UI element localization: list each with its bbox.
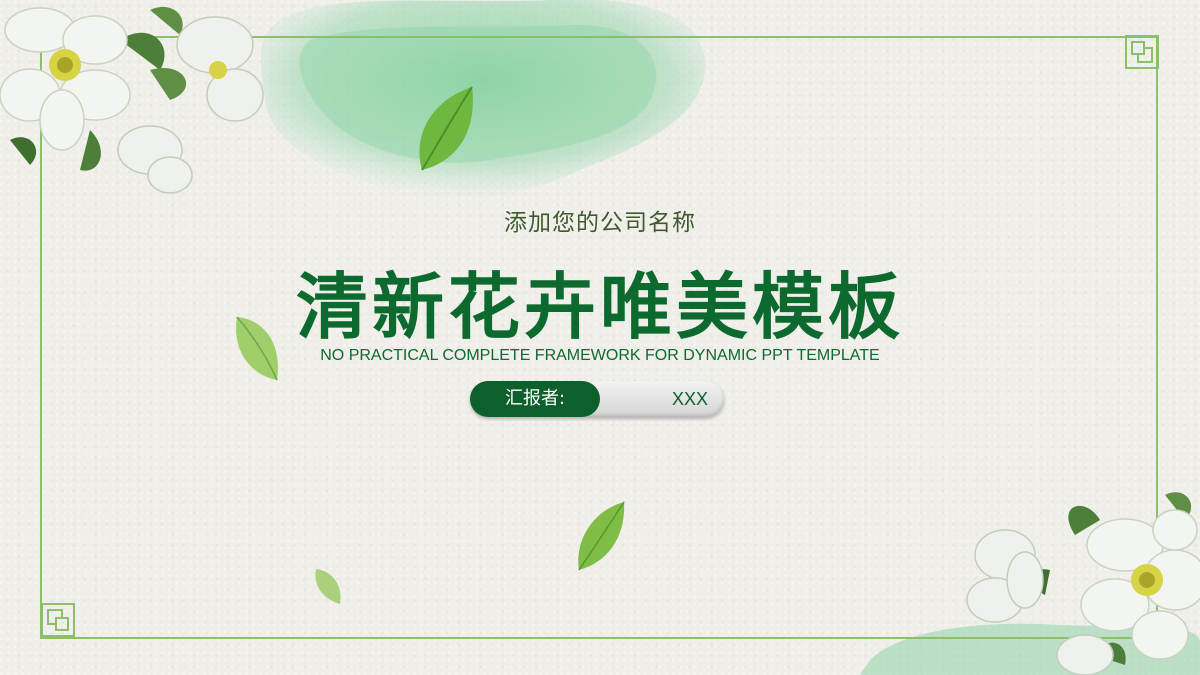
slide-title: 清新花卉唯美模板 (295, 265, 904, 349)
company-name: 添加您的公司名称 (504, 210, 696, 236)
leaf-middle (578, 501, 625, 571)
flower-cluster-bottom-right (966, 492, 1200, 675)
leaf-left (236, 316, 278, 381)
reporter-value: XXX (671, 389, 708, 409)
corner-ornament-bottom-left (41, 603, 75, 637)
reporter-label: 汇报者: (470, 381, 600, 417)
decorative-frame (40, 36, 1158, 639)
flower-cluster-top-left (0, 6, 264, 194)
slide-subtitle: NO PRACTICAL COMPLETE FRAMEWORK FOR DYNA… (320, 347, 880, 364)
leaf-large (419, 86, 473, 171)
reporter-pill: 汇报者: XXX (470, 381, 724, 417)
corner-ornament-top-right (1125, 35, 1159, 69)
watercolor-blot-top (260, 0, 706, 200)
watercolor-blot-bottom (860, 623, 1200, 675)
leaf-small (315, 569, 341, 604)
